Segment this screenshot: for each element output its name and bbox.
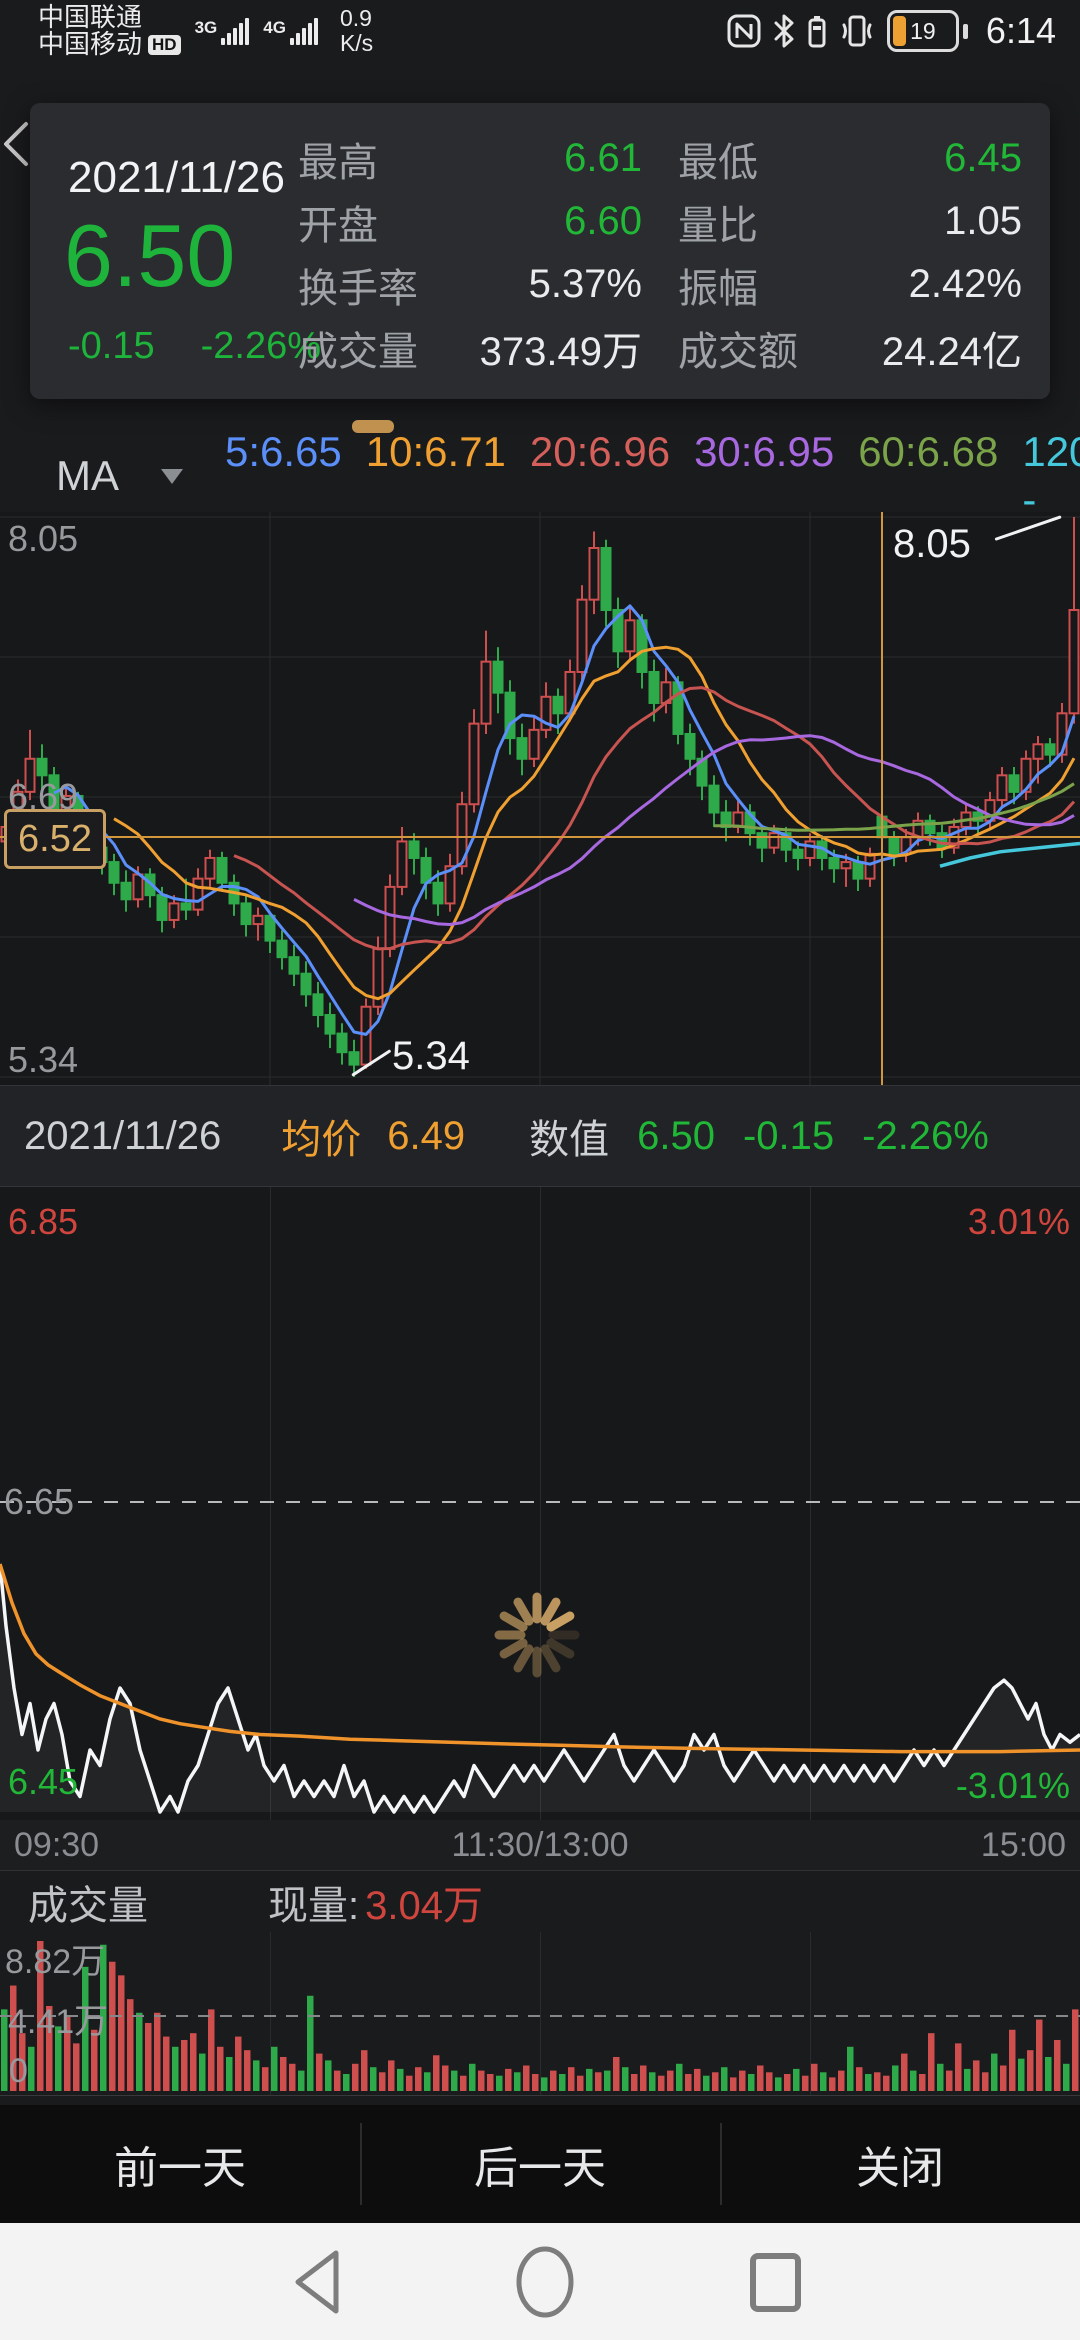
- nav-recents-icon[interactable]: [750, 2253, 801, 2312]
- ma30-value: 30:6.95: [694, 428, 835, 475]
- volume-header: 成交量 现量: 3.04万: [0, 1872, 1080, 1932]
- intraday-pct-max: 3.01%: [967, 1201, 1070, 1242]
- volume-y-mid: 4.41万: [8, 2003, 109, 2041]
- avg-price-label: 均价: [281, 1118, 362, 1162]
- candlestick-canvas: [0, 512, 1080, 1085]
- gridline: [810, 1932, 811, 2095]
- high-annotation: 8.05: [893, 522, 971, 566]
- gridline: [270, 1187, 271, 1821]
- panel-change: -0.15 -2.26%: [68, 325, 322, 367]
- gridline: [540, 1932, 541, 2095]
- stat-amount: 成交额 24.24亿: [678, 329, 1022, 374]
- stat-volume: 成交量 373.49万: [298, 329, 642, 374]
- info-change: -0.15: [742, 1113, 835, 1158]
- quote-detail-panel: 2021/11/26 6.50 -0.15 -2.26% 最高 6.61 最低 6.4…: [30, 103, 1050, 399]
- ma10-value: 10:6.71: [365, 428, 506, 475]
- stat-high: 最高 6.61: [298, 136, 642, 185]
- volume-y-zero: 0: [9, 2052, 28, 2090]
- selected-day-info-row: 2021/11/26 均价 6.49 数值 6.50 -0.15 -2.26%: [0, 1085, 1080, 1187]
- nav-icons: [295, 2246, 801, 2318]
- battery-icon: 19: [886, 10, 959, 52]
- ma5-value: 5:6.65: [225, 428, 342, 475]
- loading-spinner-icon: [494, 1592, 580, 1678]
- close-button[interactable]: 关闭: [720, 2105, 1080, 2223]
- stat-open: 开盘 6.60: [298, 199, 642, 248]
- stat-turnover-rate: 换手率 5.37%: [298, 262, 642, 311]
- panel-date: 2021/11/26: [68, 153, 285, 202]
- hd-badge: HD: [148, 34, 181, 55]
- status-bar: 中国联通 中国移动 HD 3G 4G 0.9 K/s: [0, 0, 1080, 62]
- time-open: 09:30: [14, 1825, 100, 1864]
- intraday-canvas: [0, 1501, 1080, 1814]
- status-time: 6:14: [985, 10, 1056, 51]
- prev-day-button[interactable]: 前一天: [114, 2144, 246, 2193]
- kline-y-bottom: 5.34: [8, 1039, 79, 1080]
- quote-stats-grid: 最高 6.61 最低 6.45 开盘 6.60 量比 1.05 换手率 5.37% 振幅 2…: [298, 127, 1022, 379]
- current-volume-value: 3.04万: [365, 1884, 483, 1928]
- info-change-pct: -2.26%: [862, 1113, 989, 1158]
- intraday-pct-min: -3.01%: [955, 1765, 1070, 1806]
- ma-values: 5:6.65 10:6.71 20:6.96 30:6.95 60:6.68 1…: [225, 428, 1080, 524]
- ma20-value: 20:6.96: [529, 428, 671, 475]
- intraday-y-min: 6.45: [8, 1761, 79, 1802]
- gridline: [540, 1187, 541, 1821]
- network-speed: 0.9 K/s: [339, 5, 374, 56]
- footer-button-bar: 前一天 后一天 关闭: [0, 2105, 1080, 2223]
- stat-low: 最低 6.45: [678, 136, 1022, 185]
- back-icon[interactable]: [0, 116, 30, 172]
- ma60-value: 60:6.68: [858, 428, 999, 475]
- drag-handle[interactable]: [352, 420, 394, 433]
- crosshair-vertical: [881, 512, 883, 1085]
- nav-back-icon[interactable]: [295, 2250, 339, 2314]
- ma-indicator-bar: MA 5:6.65 10:6.71 20:6.96 30:6.95 60:6.6…: [0, 428, 1080, 523]
- signal-4g-icon: 4G: [263, 17, 318, 45]
- current-volume-label: 现量:: [268, 1884, 360, 1928]
- volume-title: 成交量: [28, 1884, 148, 1928]
- kline-y-top: 8.05: [8, 518, 79, 559]
- volume-y-max: 8.82万: [5, 1943, 106, 1981]
- gridline: [270, 1932, 271, 2095]
- low-annotation: 5.34: [392, 1034, 470, 1078]
- nav-home-icon[interactable]: [516, 2246, 574, 2318]
- candlestick-chart[interactable]: 8.05 6.69 5.34 6.52 8.05 5.34: [0, 512, 1080, 1085]
- time-axis: 09:30 11:30/13:00 15:00: [0, 1820, 1080, 1871]
- intraday-chart[interactable]: 6.85 3.01% 6.65 6.45 -3.01%: [0, 1186, 1080, 1821]
- stat-volume-ratio: 量比 1.05: [678, 199, 1022, 248]
- chevron-down-icon[interactable]: [161, 468, 183, 484]
- nfc-icon: [727, 14, 761, 48]
- info-date: 2021/11/26: [24, 1113, 222, 1158]
- bluetooth-icon: [774, 14, 794, 48]
- crosshair-price-tag: 6.52: [4, 809, 106, 869]
- vibrate-icon: [842, 15, 872, 47]
- volume-chart[interactable]: 8.82万 4.41万 0: [0, 1932, 1080, 2096]
- intraday-y-max: 6.85: [8, 1201, 79, 1242]
- gridline: [810, 1187, 811, 1821]
- android-nav-bar: [0, 2223, 1080, 2340]
- signal-3g-icon: 3G: [195, 17, 250, 45]
- carrier-names: 中国联通 中国移动 HD: [38, 4, 181, 58]
- crosshair-horizontal: [0, 836, 1080, 838]
- volume-canvas: [0, 1941, 1080, 2091]
- ma-dropdown-label[interactable]: MA: [56, 452, 119, 499]
- intraday-prev-close: 6.65: [4, 1481, 75, 1522]
- next-day-button[interactable]: 后一天: [360, 2105, 720, 2223]
- accessory-battery-icon: [808, 16, 826, 48]
- panel-price: 6.50: [64, 206, 236, 305]
- time-close: 15:00: [980, 1825, 1066, 1864]
- value-label: 数值: [529, 1118, 610, 1162]
- info-price: 6.50: [637, 1113, 715, 1158]
- ma120-value: 120:--: [1022, 428, 1080, 523]
- battery-stub: [962, 23, 968, 39]
- avg-price-value: 6.49: [387, 1113, 466, 1158]
- stat-amplitude: 振幅 2.42%: [678, 262, 1022, 311]
- time-mid: 11:30/13:00: [451, 1825, 629, 1864]
